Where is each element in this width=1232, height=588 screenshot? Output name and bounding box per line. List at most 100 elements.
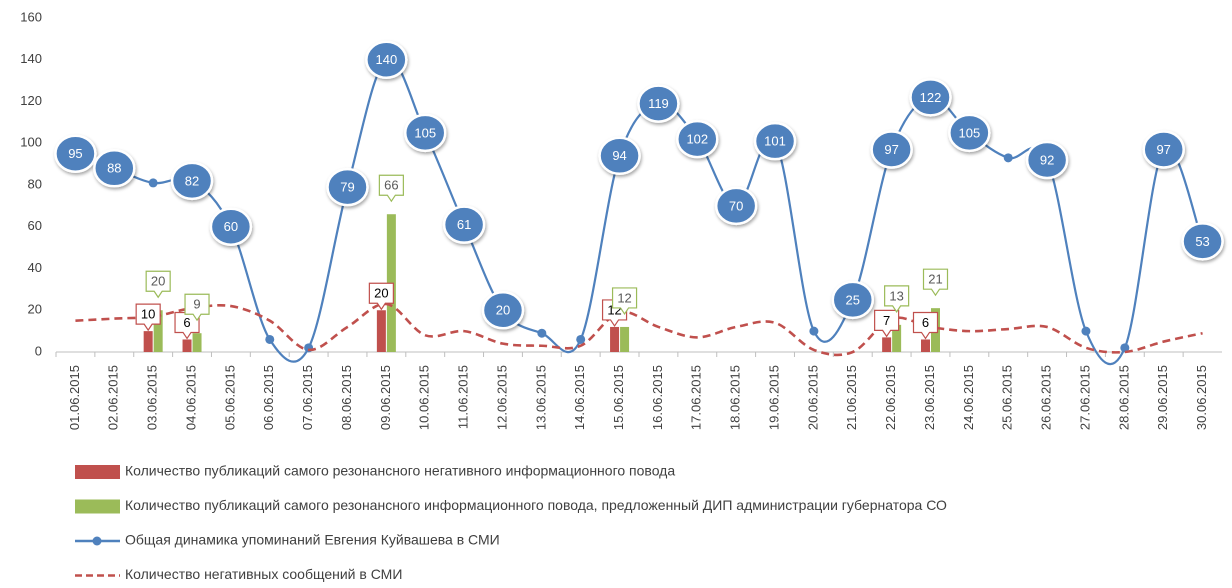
bubble — [481, 291, 525, 330]
bubble-label: 101 — [764, 134, 786, 149]
bar-label: 20 — [374, 286, 388, 301]
x-tick-label: 24.06.2015 — [961, 365, 976, 430]
x-tick-label: 28.06.2015 — [1116, 365, 1131, 430]
bar-label: 7 — [883, 313, 890, 328]
x-tick-label: 06.06.2015 — [261, 365, 276, 430]
bar — [620, 326, 630, 352]
bubble-label: 95 — [68, 146, 82, 161]
bar-label: 21 — [928, 272, 942, 287]
bubble — [714, 186, 758, 226]
x-tick-label: 11.06.2015 — [456, 365, 471, 429]
bubble — [54, 134, 97, 173]
y-tick-label: 80 — [28, 176, 42, 191]
bar — [921, 339, 930, 352]
point — [576, 334, 586, 344]
x-tick-label: 23.06.2015 — [922, 365, 937, 430]
bar — [610, 326, 620, 352]
x-tick-label: 22.06.2015 — [883, 365, 898, 430]
bubble — [209, 207, 253, 246]
x-tick-label: 30.06.2015 — [1194, 365, 1209, 430]
point — [1081, 326, 1091, 336]
bubble-label: 82 — [185, 173, 199, 188]
legend-label: Количество публикаций самого резонансног… — [125, 497, 947, 513]
x-tick-label: 27.06.2015 — [1077, 365, 1092, 430]
bubble — [1142, 130, 1185, 169]
y-tick-label: 140 — [20, 51, 42, 66]
x-tick-label: 08.06.2015 — [339, 365, 354, 430]
bubble-label: 25 — [846, 292, 860, 307]
point — [1003, 153, 1013, 163]
legend-label: Количество публикаций самого резонансног… — [125, 463, 675, 479]
dashed-line — [75, 302, 1203, 357]
bubble — [598, 136, 641, 176]
x-tick-label: 01.06.2015 — [67, 365, 82, 430]
bar — [882, 337, 892, 352]
bubble — [1181, 222, 1224, 261]
x-tick-label: 12.06.2015 — [494, 365, 509, 430]
bubble-label: 92 — [1040, 152, 1054, 167]
bar-label: 6 — [183, 315, 190, 330]
bubble-label: 20 — [496, 303, 510, 318]
legend-marker — [92, 536, 102, 546]
point — [1120, 343, 1130, 353]
bubble-label: 70 — [729, 198, 743, 213]
y-tick-label: 40 — [28, 260, 42, 275]
bar-label-box — [184, 293, 210, 322]
x-tick-label: 09.06.2015 — [378, 365, 393, 430]
x-tick-label: 05.06.2015 — [222, 365, 237, 430]
x-tick-label: 21.06.2015 — [844, 365, 859, 430]
bar-label-box — [611, 287, 638, 316]
bar-label-box — [874, 309, 900, 338]
bubble-label: 119 — [648, 96, 669, 111]
x-tick-label: 25.06.2015 — [1000, 365, 1015, 430]
bubble-label: 88 — [107, 161, 121, 176]
bubble — [93, 149, 136, 188]
bar-label: 9 — [193, 297, 200, 312]
point — [265, 334, 275, 344]
y-tick-label: 120 — [20, 93, 42, 108]
x-tick-label: 02.06.2015 — [106, 365, 121, 430]
bar-label: 66 — [384, 178, 398, 193]
y-tick-label: 0 — [35, 343, 42, 358]
x-tick-label: 29.06.2015 — [1155, 365, 1170, 430]
point — [537, 328, 547, 338]
bubble-label: 122 — [920, 90, 942, 105]
bubble — [753, 121, 797, 161]
y-tick-label: 20 — [28, 302, 42, 317]
bubble — [442, 205, 486, 244]
x-tick-label: 03.06.2015 — [145, 365, 160, 430]
x-tick-label: 04.06.2015 — [183, 365, 198, 430]
bar — [182, 339, 192, 352]
bar — [192, 333, 202, 352]
bar — [892, 324, 902, 352]
bubble-label: 105 — [414, 125, 436, 140]
bar-label: 10 — [141, 307, 155, 322]
x-tick-label: 18.06.2015 — [728, 365, 743, 430]
bubble-label: 61 — [457, 217, 471, 232]
bar-label: 6 — [922, 315, 929, 330]
bar — [376, 310, 386, 352]
y-tick-label: 100 — [20, 135, 42, 150]
bar-label-box — [145, 270, 171, 299]
bar-label-box — [922, 268, 949, 297]
bar — [153, 310, 163, 352]
bar-label-box — [884, 285, 910, 313]
bubble — [1025, 140, 1069, 180]
bubble — [831, 280, 875, 320]
legend-label: Количество негативных сообщений в СМИ — [125, 566, 402, 582]
bubble — [948, 113, 991, 153]
bubble — [326, 167, 369, 207]
bubble-label: 140 — [376, 52, 398, 67]
bar — [143, 331, 153, 352]
bubble-label: 97 — [884, 142, 898, 157]
x-tick-label: 16.06.2015 — [650, 365, 665, 430]
bubble — [909, 78, 952, 117]
bubble-label: 102 — [686, 132, 708, 147]
bar-label-box — [378, 174, 404, 203]
x-tick-label: 26.06.2015 — [1039, 365, 1054, 430]
x-tick-label: 13.06.2015 — [533, 365, 548, 430]
bubble-label: 79 — [340, 180, 354, 195]
x-tick-label: 07.06.2015 — [300, 365, 315, 430]
bubble — [170, 161, 214, 201]
